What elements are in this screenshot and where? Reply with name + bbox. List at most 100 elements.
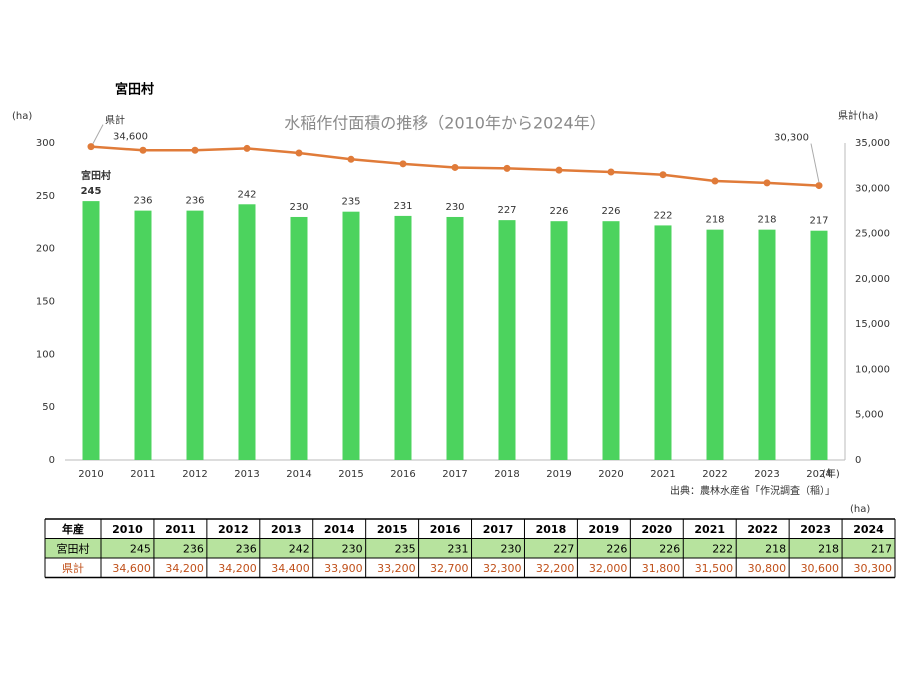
- table-cell: 34,200: [165, 562, 204, 575]
- page-title: 宮田村: [115, 82, 154, 98]
- table-unit: (ha): [850, 504, 870, 515]
- x-tick-label: 2016: [390, 469, 415, 480]
- bar: [394, 215, 412, 460]
- line-marker: [139, 146, 147, 154]
- table-cell: 県計: [62, 561, 84, 575]
- y2-axis-label: 県計(ha): [838, 109, 878, 122]
- x-tick-label: 2010: [78, 469, 103, 480]
- y-tick-label: 300: [36, 138, 55, 149]
- line-marker: [243, 144, 251, 152]
- bar: [82, 201, 100, 460]
- data-label: 230: [445, 202, 464, 213]
- bar: [342, 211, 360, 460]
- table-header-cell: 2023: [800, 523, 831, 536]
- table-cell: 217: [871, 542, 892, 555]
- table-header-cell: 2020: [641, 523, 672, 536]
- y2-tick-label: 10,000: [855, 364, 890, 375]
- y2-tick-label: 25,000: [855, 229, 890, 240]
- bar: [446, 216, 464, 460]
- table-cell: 226: [659, 542, 680, 555]
- table-header-cell: 2010: [112, 523, 143, 536]
- bar: [810, 230, 828, 460]
- table-header-cell: 2017: [483, 523, 514, 536]
- data-label: 242: [237, 189, 256, 200]
- bar: [654, 225, 672, 460]
- bar: [550, 221, 568, 460]
- line-marker: [659, 171, 667, 179]
- data-label: 231: [393, 201, 412, 212]
- line-marker: [763, 179, 771, 187]
- y-tick-label: 100: [36, 349, 55, 360]
- bar: [498, 220, 516, 460]
- table-header-cell: 年産: [62, 522, 84, 536]
- table-cell: 235: [395, 542, 416, 555]
- y-tick-label: 200: [36, 244, 55, 255]
- table-header-cell: 2016: [430, 523, 461, 536]
- table-header-cell: 2015: [377, 523, 408, 536]
- table-cell: 226: [606, 542, 627, 555]
- data-label: 222: [653, 210, 672, 221]
- x-tick-label: 2011: [130, 469, 155, 480]
- series-label: 県計: [105, 114, 125, 127]
- table-cell: 242: [289, 542, 310, 555]
- table-header-cell: 2014: [324, 523, 355, 536]
- y-tick-label: 150: [36, 297, 55, 308]
- line-marker: [295, 149, 303, 157]
- x-tick-label: 2024: [806, 469, 831, 480]
- data-label: 217: [809, 216, 828, 227]
- source: 出典：農林水産省「作況調査（稲）」: [670, 484, 835, 497]
- data-label: 218: [705, 215, 724, 226]
- table-cell: 32,200: [536, 562, 575, 575]
- data-label: 245: [81, 186, 102, 197]
- bar: [602, 221, 620, 460]
- table-cell: 34,600: [112, 562, 151, 575]
- table-cell: 236: [236, 542, 257, 555]
- x-tick-label: 2013: [234, 469, 259, 480]
- line-marker: [815, 182, 823, 190]
- data-label: 236: [133, 196, 152, 207]
- x-tick-label: 2019: [546, 469, 571, 480]
- table-cell: 230: [500, 542, 521, 555]
- line-marker: [607, 168, 615, 176]
- x-tick-label: 2014: [286, 469, 311, 480]
- table-cell: 34,200: [218, 562, 257, 575]
- table-header-cell: 2013: [271, 523, 302, 536]
- data-label: 30,300: [774, 133, 809, 144]
- data-label: 226: [601, 206, 620, 217]
- line-marker: [711, 177, 719, 185]
- line-marker: [191, 146, 199, 154]
- table-cell: 33,200: [377, 562, 416, 575]
- x-tick-label: 2020: [598, 469, 623, 480]
- table-row-bg: [45, 538, 895, 558]
- bar: [290, 216, 308, 460]
- x-tick-label: 2017: [442, 469, 467, 480]
- data-label: 235: [341, 197, 360, 208]
- bar: [238, 204, 256, 460]
- table-cell: 218: [818, 542, 839, 555]
- table-cell: 30,300: [854, 562, 893, 575]
- y-tick-label: 50: [42, 402, 55, 413]
- x-axis-label: (年): [822, 467, 840, 480]
- y2-tick-label: 35,000: [855, 138, 890, 149]
- x-tick-label: 2023: [754, 469, 779, 480]
- table-cell: 宮田村: [57, 541, 90, 555]
- table-header-cell: 2019: [589, 523, 620, 536]
- x-tick-label: 2022: [702, 469, 727, 480]
- table-cell: 227: [553, 542, 574, 555]
- table-cell: 32,300: [483, 562, 522, 575]
- line-marker: [555, 166, 563, 174]
- table-header-cell: 2011: [165, 523, 196, 536]
- table-cell: 231: [448, 542, 469, 555]
- y2-tick-label: 30,000: [855, 183, 890, 194]
- table-cell: 31,500: [695, 562, 734, 575]
- leader-line: [92, 124, 104, 144]
- table-header-cell: 2022: [747, 523, 778, 536]
- line-marker: [87, 143, 95, 151]
- table-header-cell: 2012: [218, 523, 249, 536]
- table-header-cell: 2024: [853, 523, 884, 536]
- bar: [706, 229, 724, 460]
- data-label: 218: [757, 215, 776, 226]
- y-tick-label: 0: [49, 455, 55, 466]
- bar: [134, 210, 152, 460]
- chart-title: 水稲作付面積の推移（2010年から2024年）: [284, 114, 605, 133]
